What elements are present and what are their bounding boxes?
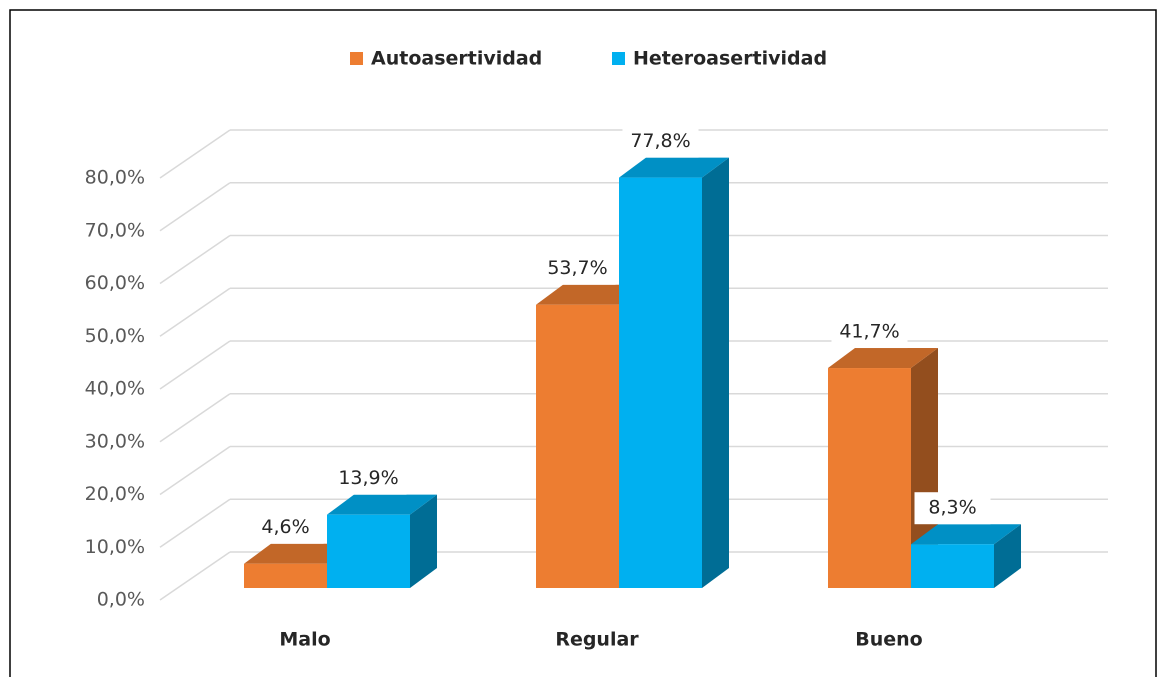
data-label-box <box>622 125 699 158</box>
bar-front <box>911 544 994 588</box>
data-label: 77,8% <box>630 130 690 152</box>
y-tick-label: 60,0% <box>85 272 145 294</box>
bar-side <box>702 157 729 589</box>
bar-front <box>828 368 911 588</box>
x-tick-label: Bueno <box>855 629 922 651</box>
data-label-box <box>330 462 407 495</box>
legend-swatch <box>350 52 363 65</box>
grid-line <box>159 182 231 232</box>
bar-top <box>911 524 1021 545</box>
y-tick-label: 10,0% <box>85 536 145 558</box>
bar-top <box>244 543 354 564</box>
legend-label: Heteroasertividad <box>633 48 827 70</box>
bar-front <box>619 177 702 589</box>
data-label: 41,7% <box>839 321 899 343</box>
grid-line <box>159 393 231 443</box>
data-label-box <box>539 252 616 285</box>
legend-label: Autoasertividad <box>371 48 542 70</box>
grid-line <box>159 287 231 337</box>
data-label: 4,6% <box>261 516 309 538</box>
bar <box>327 494 437 588</box>
bar-top <box>327 494 437 515</box>
bar-side <box>911 348 938 588</box>
grid-line <box>159 340 231 390</box>
bar <box>828 348 938 588</box>
data-label: 53,7% <box>547 257 607 279</box>
legend-swatch <box>612 52 625 65</box>
bar <box>619 157 729 589</box>
data-label: 8,3% <box>928 497 976 519</box>
data-label-box <box>914 492 991 525</box>
y-tick-label: 80,0% <box>85 167 145 189</box>
bar-front <box>327 514 410 588</box>
y-tick-label: 30,0% <box>85 430 145 452</box>
y-tick-label: 50,0% <box>85 325 145 347</box>
grid-line <box>159 551 231 601</box>
bar-top <box>828 348 938 369</box>
bar-front <box>244 563 327 588</box>
y-tick-label: 0,0% <box>97 589 145 611</box>
x-tick-label: Regular <box>555 629 639 651</box>
x-tick-label: Malo <box>279 629 330 651</box>
y-tick-label: 70,0% <box>85 219 145 241</box>
data-label-box <box>247 511 324 544</box>
y-tick-label: 20,0% <box>85 483 145 505</box>
bar-front <box>536 304 619 588</box>
bar-side <box>410 494 437 588</box>
data-label-box <box>831 316 908 349</box>
y-tick-label: 40,0% <box>85 378 145 400</box>
bar <box>911 524 1021 588</box>
bar-side <box>994 524 1021 588</box>
grid-line <box>159 129 231 179</box>
bar-top <box>536 284 646 305</box>
data-label: 13,9% <box>338 467 398 489</box>
grid-line <box>159 234 231 285</box>
bar-top <box>619 157 729 178</box>
grid-line <box>159 445 231 496</box>
grid-line <box>159 498 231 548</box>
